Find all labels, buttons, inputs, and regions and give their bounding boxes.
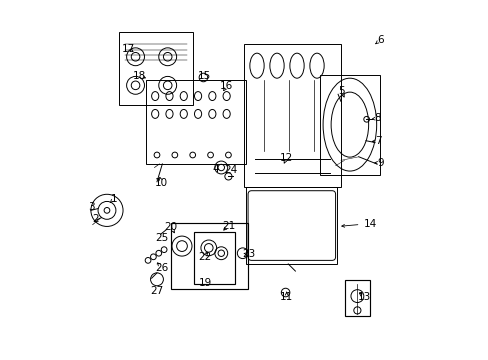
Text: 9: 9 (377, 158, 384, 168)
Text: 11: 11 (280, 292, 293, 302)
Text: 20: 20 (164, 222, 178, 232)
Text: 6: 6 (376, 35, 383, 45)
Text: 24: 24 (224, 165, 237, 175)
Text: 13: 13 (357, 292, 370, 302)
Text: 17: 17 (122, 44, 135, 54)
Text: 14: 14 (363, 219, 376, 229)
Text: 5: 5 (338, 86, 344, 96)
Text: 18: 18 (132, 71, 145, 81)
Text: 2: 2 (92, 214, 99, 224)
Text: 12: 12 (280, 153, 293, 163)
Text: 10: 10 (155, 178, 168, 188)
Text: 22: 22 (198, 252, 211, 262)
Text: 7: 7 (374, 136, 381, 147)
Text: 4: 4 (212, 164, 219, 174)
Text: 26: 26 (155, 262, 168, 273)
Text: 27: 27 (150, 286, 163, 296)
Text: 23: 23 (242, 249, 255, 259)
Text: 8: 8 (374, 113, 380, 123)
Text: 15: 15 (198, 71, 211, 81)
Text: 1: 1 (111, 194, 117, 203)
Text: 25: 25 (155, 233, 168, 243)
Text: 21: 21 (222, 221, 235, 231)
Text: 16: 16 (220, 81, 233, 91)
Text: 19: 19 (198, 278, 211, 288)
Text: 3: 3 (88, 202, 95, 212)
